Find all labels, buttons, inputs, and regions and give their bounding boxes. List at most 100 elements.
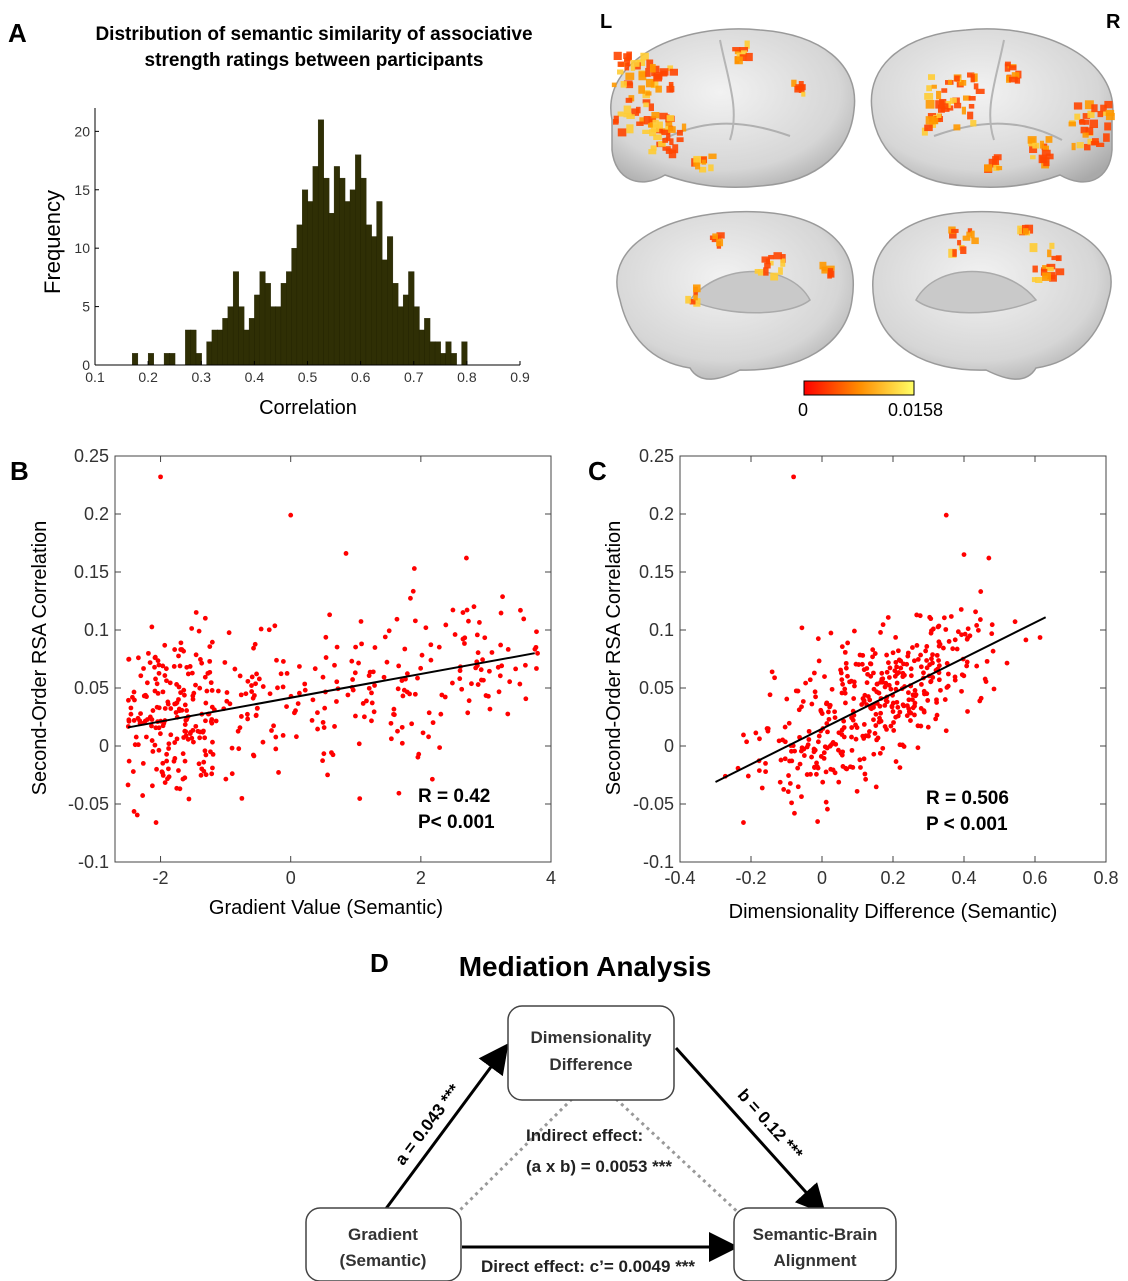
scatter-point xyxy=(166,741,172,747)
scatterC-x-tick-label: -0.2 xyxy=(735,868,766,888)
scatter-point xyxy=(412,691,418,697)
scatter-point xyxy=(871,670,876,676)
scatter-point xyxy=(356,741,362,747)
activation-voxel xyxy=(1045,266,1054,272)
scatter-point xyxy=(901,744,907,749)
scatter-point xyxy=(921,708,927,714)
scatter-point xyxy=(125,782,131,788)
scatter-point xyxy=(201,759,207,765)
activation-voxel xyxy=(1039,140,1045,149)
scatter-point xyxy=(171,664,177,669)
scatter-point xyxy=(280,684,286,690)
activation-voxel xyxy=(636,121,644,126)
scatter-point xyxy=(172,647,178,652)
activation-voxel xyxy=(745,52,753,62)
scatter-point xyxy=(353,713,358,719)
activation-voxel xyxy=(761,256,770,263)
scatter-point xyxy=(429,776,435,782)
scatter-point xyxy=(507,679,513,685)
histogram-bar xyxy=(302,189,309,366)
scatter-point xyxy=(973,609,978,615)
scatter-point xyxy=(772,675,777,681)
scatter-point xyxy=(443,622,449,628)
histogram-title-line-1: Distribution of semantic similarity of a… xyxy=(95,24,532,45)
activation-voxel xyxy=(665,121,673,127)
scatter-point xyxy=(360,701,366,706)
activation-voxel xyxy=(624,58,631,67)
scatterB-x-tick-label: 0 xyxy=(286,868,296,888)
scatter-point xyxy=(193,682,198,688)
scatter-point xyxy=(276,770,281,775)
scatter-point xyxy=(144,680,150,686)
scatter-point xyxy=(471,604,477,610)
scatter-point xyxy=(245,678,251,684)
activation-voxel xyxy=(935,100,944,109)
activation-voxel xyxy=(1004,63,1011,72)
scatter-point xyxy=(908,666,914,672)
scatter-point xyxy=(437,745,443,751)
predictor-box xyxy=(305,1207,462,1281)
activation-voxel xyxy=(666,85,674,93)
histogram-x-tick-label: 0.7 xyxy=(404,369,424,385)
histogram-x-tick-label: 0.3 xyxy=(192,369,212,385)
scatter-point xyxy=(181,687,187,693)
regression-line xyxy=(715,616,1047,783)
scatter-point xyxy=(898,665,904,671)
scatter-point xyxy=(786,773,791,778)
scatter-point xyxy=(959,688,964,694)
scatter-point xyxy=(800,699,806,704)
scatter-point xyxy=(823,769,829,775)
scatter-point xyxy=(155,658,161,664)
histogram-bar xyxy=(232,271,239,366)
activation-voxel xyxy=(949,231,957,239)
activation-voxel xyxy=(966,231,973,237)
activation-voxel xyxy=(665,125,670,132)
scatter-point xyxy=(182,702,188,708)
scatter-point xyxy=(948,614,954,619)
scatter-c-p-annotation: P < 0.001 xyxy=(926,814,1008,835)
scatter-point xyxy=(522,662,528,668)
scatter-point xyxy=(189,735,195,741)
scatterC-y-tick-label: -0.1 xyxy=(643,852,674,872)
scatter-c: -0.4 -0.2 0 0.2 0.4 0.6 0.8 -0.1 -0.05 0 0.05 0.1 0.… xyxy=(633,446,1119,888)
scatter-point xyxy=(840,681,846,687)
scatter-point xyxy=(401,687,407,693)
scatter-point xyxy=(958,607,964,612)
activation-voxel xyxy=(1100,104,1107,112)
scatter-point xyxy=(812,689,818,695)
scatter-point xyxy=(878,679,883,685)
scatter-point xyxy=(209,639,215,645)
activation-voxel xyxy=(1046,263,1056,270)
scatter-point xyxy=(944,661,950,666)
scatter-point xyxy=(350,677,356,682)
scatter-point xyxy=(523,696,529,702)
scatter-point xyxy=(845,673,850,679)
scatter-point xyxy=(897,742,903,748)
scatter-point xyxy=(250,752,256,758)
scatter-point xyxy=(386,628,392,634)
activation-voxel xyxy=(1073,102,1083,110)
scatterB-x-tick-label: -2 xyxy=(153,868,169,888)
activation-voxel xyxy=(1040,156,1046,163)
scatter-point xyxy=(297,664,302,669)
activation-voxel xyxy=(984,164,993,172)
scatter-point xyxy=(164,678,169,684)
activation-voxel xyxy=(1045,153,1054,160)
scatter-point xyxy=(394,616,400,622)
activation-voxel xyxy=(631,108,640,116)
scatter-point xyxy=(260,684,266,689)
histogram-bar xyxy=(211,329,218,366)
histogram-bar xyxy=(185,329,192,366)
scatter-point xyxy=(323,634,329,640)
scatter-point xyxy=(345,692,351,698)
scatter-point xyxy=(197,735,203,741)
activation-voxel xyxy=(770,272,779,281)
scatter-point xyxy=(906,697,912,703)
activation-voxel xyxy=(1022,228,1029,235)
scatter-point xyxy=(312,666,318,672)
activation-voxel xyxy=(655,127,663,134)
scatter-point xyxy=(852,683,857,689)
histogram-bar xyxy=(248,318,255,366)
scatter-c-x-label: Dimensionality Difference (Semantic) xyxy=(729,901,1058,923)
scatter-point xyxy=(459,686,465,692)
